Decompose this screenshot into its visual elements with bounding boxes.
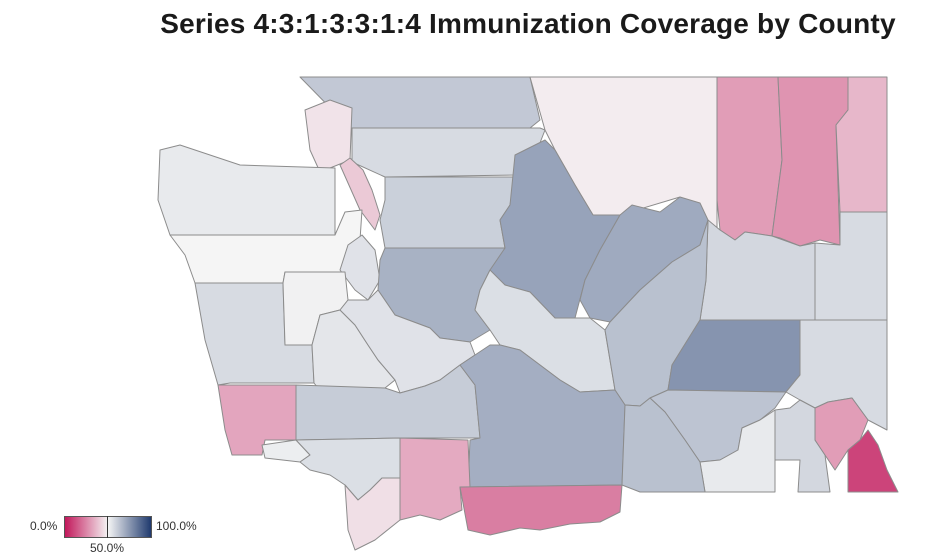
county-klickitat[interactable] — [459, 484, 623, 536]
county-clark[interactable] — [344, 477, 401, 551]
county-benton[interactable] — [621, 397, 706, 493]
county-island[interactable] — [339, 157, 381, 231]
legend-midpoint-tick — [107, 516, 108, 538]
legend-color-bar — [64, 516, 152, 538]
legend-min-label: 0.0% — [30, 519, 58, 533]
county-walla-walla[interactable] — [699, 409, 776, 493]
chart-title: Series 4:3:1:3:3:1:4 Immunization Covera… — [160, 8, 896, 39]
county-skamania[interactable] — [399, 437, 471, 521]
county-snohomish[interactable] — [379, 176, 516, 249]
county-stevens[interactable] — [771, 76, 849, 247]
county-yakima[interactable] — [459, 344, 626, 488]
county-clallam[interactable] — [157, 144, 336, 236]
legend-max-label: 100.0% — [156, 519, 197, 533]
county-ferry[interactable] — [716, 76, 783, 241]
legend-mid-label: 50.0% — [90, 541, 125, 555]
county-asotin[interactable] — [847, 429, 899, 493]
